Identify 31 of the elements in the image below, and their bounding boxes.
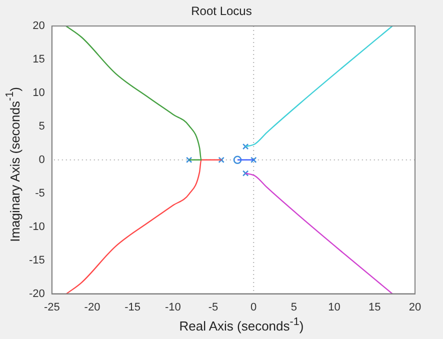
y-tick-label: 20 (32, 20, 45, 32)
x-axis-title: Real Axis (seconds$^{-1}$) (178, 316, 305, 334)
y-tick-label: 5 (38, 120, 45, 132)
line-series (65, 26, 202, 160)
y-tick-label: -5 (35, 187, 45, 200)
y-tick-label: -15 (28, 254, 45, 266)
line-series (244, 172, 394, 294)
x-tick-label: -25 (44, 301, 60, 314)
x-tick-label: 0 (250, 301, 257, 314)
x-tick-label: -20 (84, 301, 100, 314)
chart-title: Root Locus (190, 4, 253, 18)
x-tick-label: -10 (164, 301, 181, 314)
y-tick-label: 10 (32, 86, 45, 99)
y-tick-label: -10 (28, 220, 45, 233)
point (250, 156, 257, 164)
point (233, 156, 242, 164)
y-tick-label: 15 (32, 54, 45, 66)
point (242, 143, 249, 150)
line-series (66, 159, 222, 294)
point (242, 170, 249, 176)
x-tick-label: -5 (208, 301, 218, 314)
x-tick-label: 20 (408, 301, 422, 314)
x-tick-label: 15 (368, 301, 381, 314)
point (186, 156, 192, 164)
x-tick-label: 10 (328, 301, 340, 314)
y-tick-label: 0 (38, 154, 45, 166)
point (218, 156, 224, 164)
x-tick-label: -15 (124, 301, 141, 314)
line-series (244, 26, 394, 148)
y-tick-label: -20 (28, 288, 45, 300)
x-tick-label: 5 (290, 301, 298, 314)
